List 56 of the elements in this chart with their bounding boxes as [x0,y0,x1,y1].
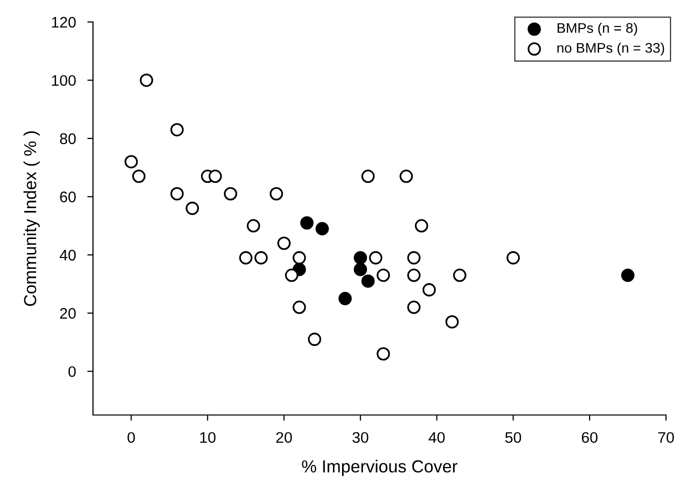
point [361,274,375,288]
point [445,315,459,328]
x-tick-label: 60 [582,432,598,443]
point [308,332,322,346]
point [224,187,238,200]
point [254,251,268,264]
point [140,74,154,87]
point [338,292,352,306]
x-tick-label: 10 [200,432,216,443]
point [270,187,284,200]
legend-label: BMPs (n = 8) [558,22,638,36]
y-tick-label: 80 [60,133,76,144]
x-tick-label: 70 [658,432,674,443]
point [376,268,390,282]
y-tick-label: 20 [60,308,76,319]
point [422,283,436,296]
y-tick-label: 0 [68,366,76,378]
point [376,347,390,361]
point [407,268,421,282]
x-tick-label: 40 [428,432,445,443]
point [246,219,260,232]
point [407,251,421,264]
point [132,170,146,183]
point [292,251,306,264]
point [208,170,222,183]
point [239,251,252,264]
y-tick-label: 100 [52,75,76,86]
point [124,155,138,168]
point [414,219,428,232]
point [284,268,298,282]
x-tick-label: 0 [128,432,135,443]
y-tick-label: 60 [60,192,76,202]
point [316,222,329,236]
point [453,268,466,282]
x-tick-label: 30 [352,432,368,443]
point [369,251,382,264]
point [354,262,368,276]
point [506,251,520,264]
x-tick-label: 50 [505,432,522,443]
point [407,300,421,314]
point [621,268,634,282]
point [170,123,184,136]
point [300,216,314,230]
point [277,236,291,250]
y-axis-title: Community Index ( % ) [24,131,40,306]
legend-label: no BMPs (n = 33) [557,42,664,56]
y-tick-label: 40 [60,250,76,261]
point [170,187,184,200]
point [354,251,368,264]
point [186,202,199,215]
point [292,300,306,314]
point [400,170,413,183]
point [361,170,375,183]
y-tick-label: 120 [52,16,76,28]
x-axis-title: % Impervious Cover [302,460,458,476]
x-tick-label: 20 [276,432,292,443]
